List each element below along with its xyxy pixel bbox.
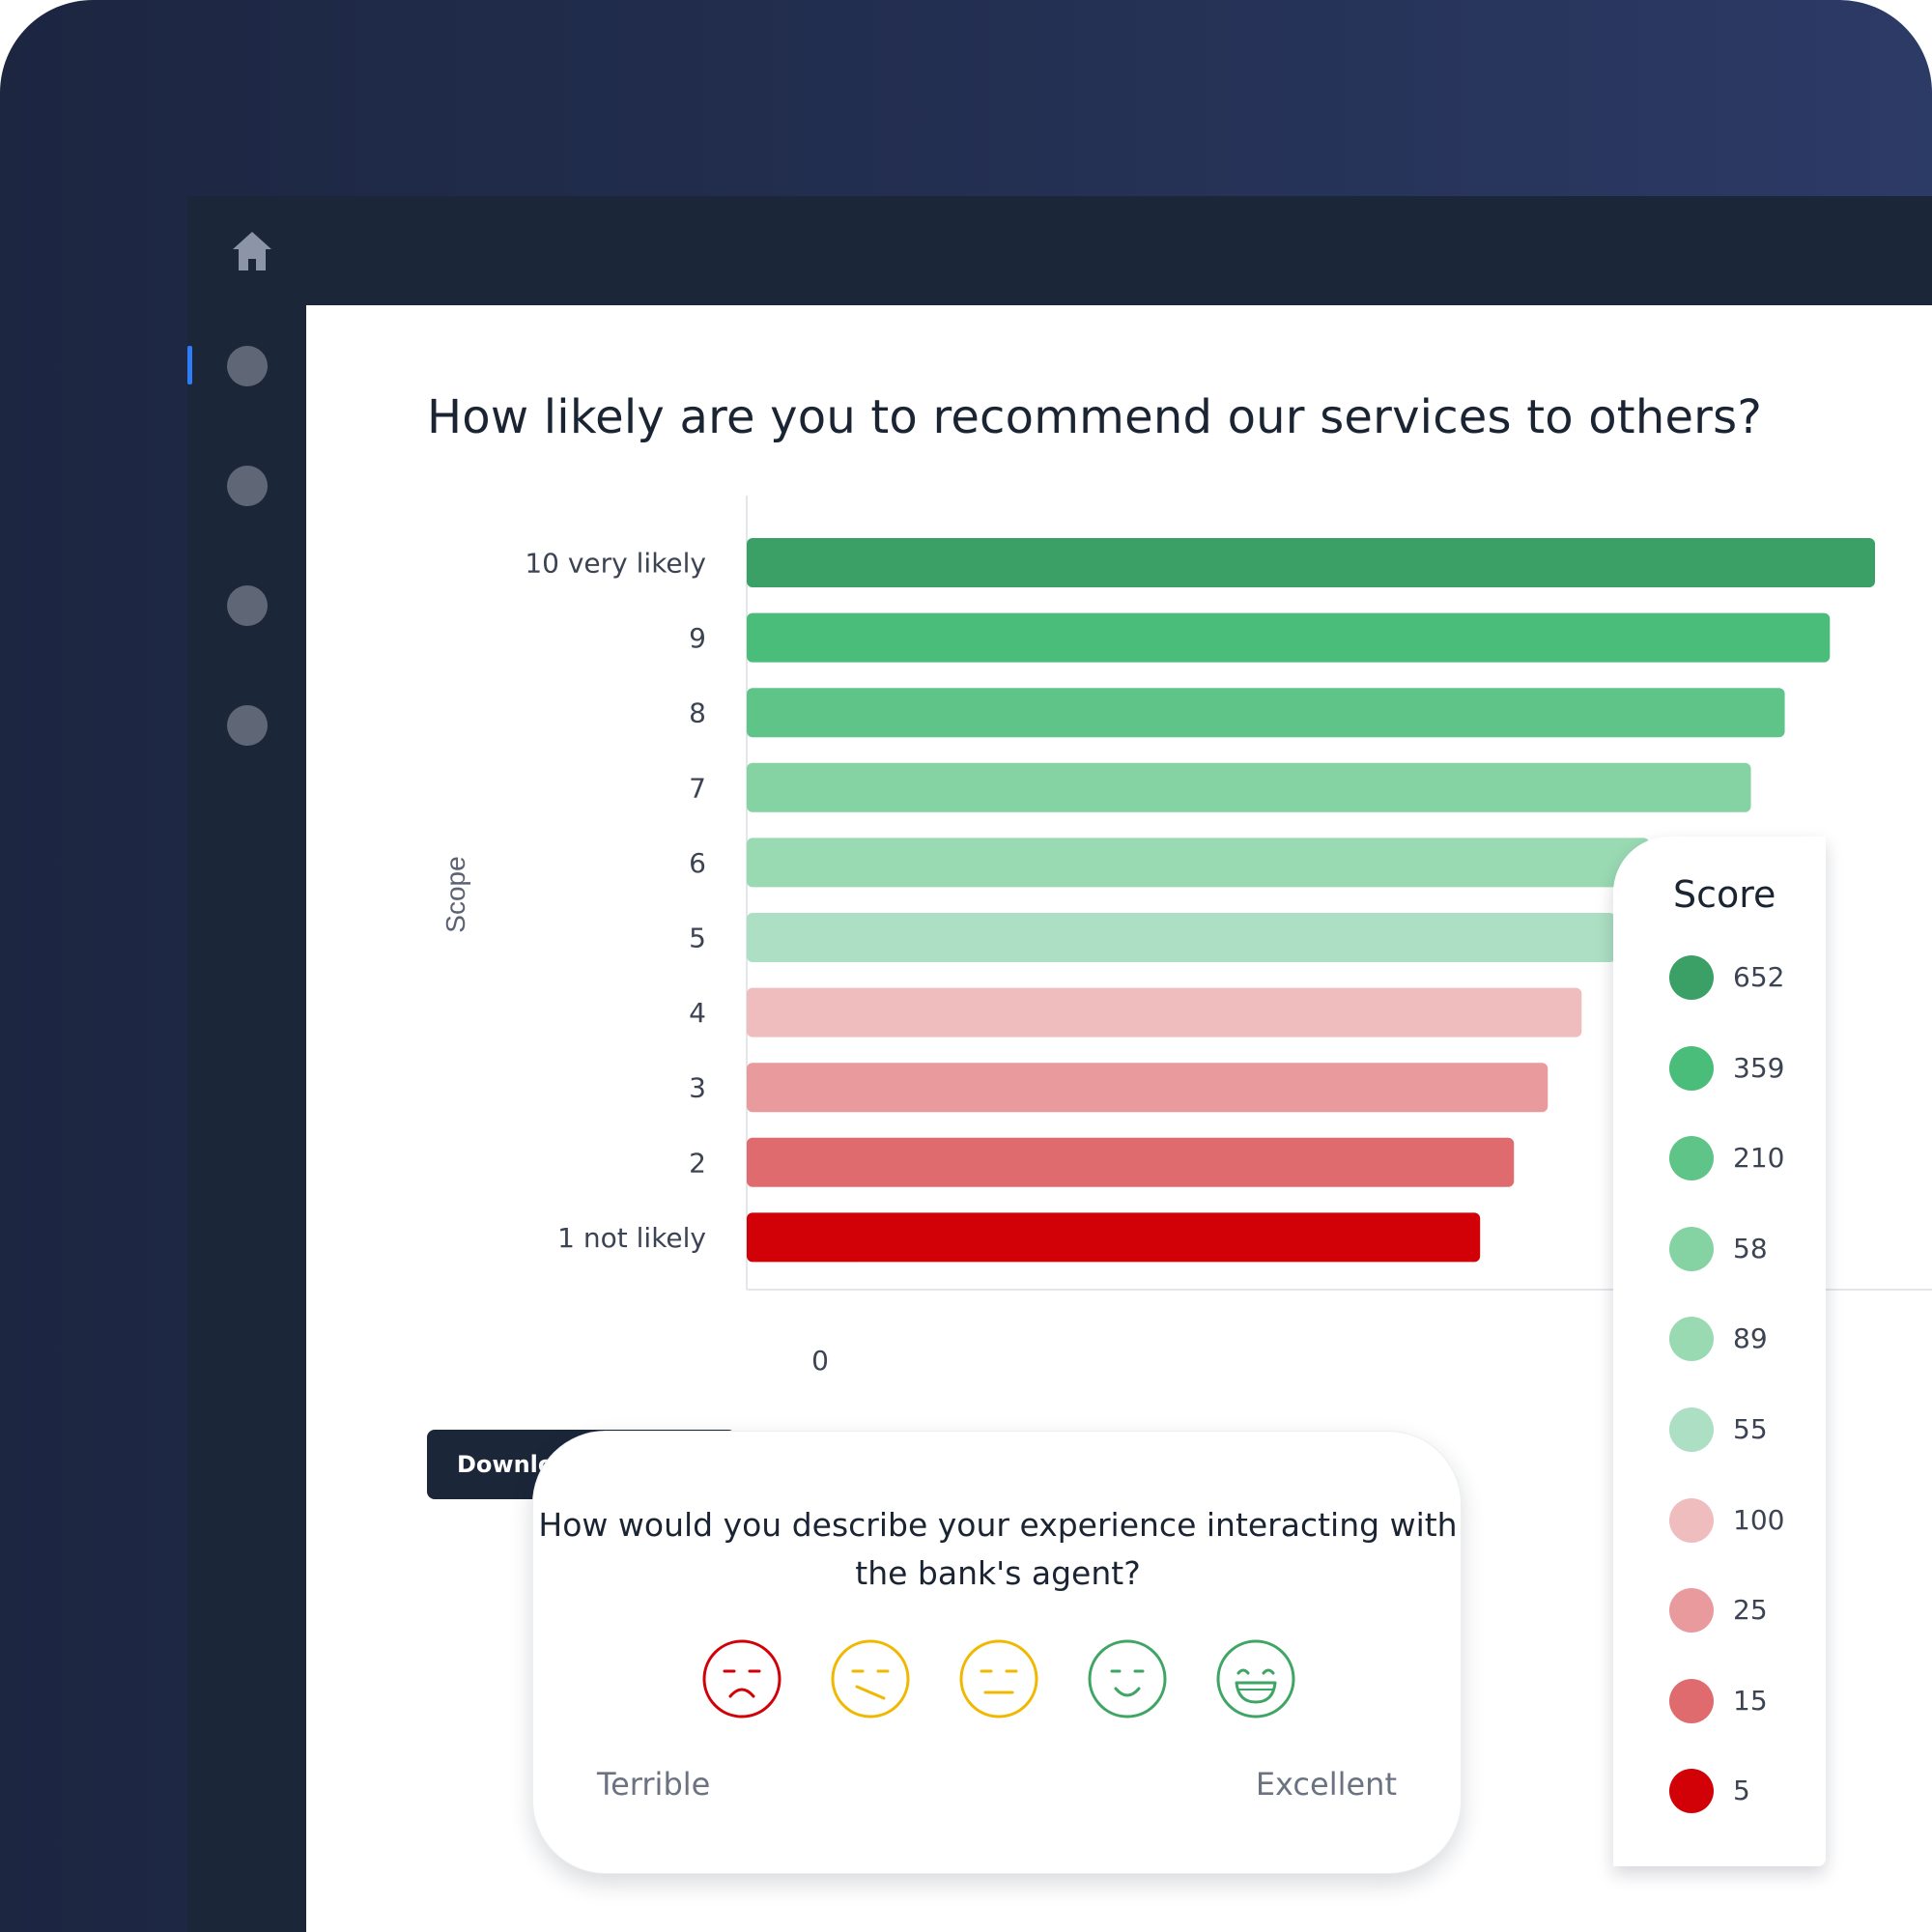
survey-question: How would you describe your experience i… (538, 1506, 1458, 1592)
legend-swatch (1669, 1226, 1714, 1271)
bar-1[interactable] (747, 1212, 1481, 1263)
legend-item: 25 (1669, 1588, 1814, 1634)
y-tick-label: 1 not likely (557, 1222, 706, 1254)
legend-value: 89 (1733, 1322, 1768, 1355)
excellent-face-icon[interactable] (1215, 1638, 1296, 1719)
legend-value: 58 (1733, 1232, 1768, 1264)
y-tick-label: 2 (689, 1147, 706, 1179)
legend-value: 652 (1733, 961, 1785, 993)
y-tick-label: 6 (689, 847, 706, 879)
legend-item: 58 (1669, 1226, 1814, 1271)
legend-item: 359 (1669, 1045, 1814, 1091)
bar-9[interactable] (747, 612, 1831, 663)
bar-10[interactable] (747, 538, 1875, 587)
active-nav-indicator (187, 346, 192, 384)
legend-swatch (1669, 1678, 1714, 1723)
bar-6[interactable] (747, 838, 1650, 888)
y-tick-label: 7 (689, 772, 706, 804)
y-tick-label: 3 (689, 1072, 706, 1104)
legend-value: 210 (1733, 1142, 1785, 1175)
legend-item: 100 (1669, 1497, 1814, 1543)
bar-3[interactable] (747, 1063, 1548, 1113)
bar-2[interactable] (747, 1137, 1515, 1187)
rating-faces (701, 1638, 1300, 1719)
neutral-face-icon[interactable] (958, 1638, 1039, 1719)
bar-4[interactable] (747, 987, 1582, 1037)
legend-swatch (1669, 955, 1714, 1000)
legend-card: Score 652 359 210 58 89 55 100 25 15 5 (1613, 837, 1826, 1866)
nav-item-2-icon[interactable] (227, 466, 268, 506)
legend-value: 5 (1733, 1775, 1750, 1807)
legend-value: 55 (1733, 1413, 1768, 1445)
bar-5[interactable] (747, 913, 1616, 962)
legend-item: 89 (1669, 1317, 1814, 1362)
bar-7[interactable] (747, 762, 1751, 812)
legend-swatch (1669, 1588, 1714, 1634)
sidebar (187, 305, 306, 1932)
legend-title: Score (1673, 873, 1776, 916)
legend-swatch (1669, 1769, 1714, 1814)
survey-card: How would you describe your experience i… (532, 1431, 1462, 1874)
y-tick-label: 4 (689, 997, 706, 1029)
legend-item: 210 (1669, 1136, 1814, 1181)
scale-low-label: Terrible (597, 1766, 711, 1803)
terrible-face-icon[interactable] (701, 1638, 782, 1719)
good-face-icon[interactable] (1087, 1638, 1168, 1719)
top-bar (187, 196, 1932, 305)
legend-swatch (1669, 1317, 1714, 1362)
legend-item: 15 (1669, 1678, 1814, 1723)
y-tick-label: 10 very likely (525, 548, 706, 580)
legend-value: 359 (1733, 1051, 1785, 1084)
scale-high-label: Excellent (1255, 1766, 1397, 1803)
y-tick-label: 5 (689, 923, 706, 954)
home-icon[interactable] (229, 228, 275, 274)
legend-swatch (1669, 1497, 1714, 1543)
y-tick-label: 8 (689, 697, 706, 729)
legend-swatch (1669, 1407, 1714, 1452)
legend-swatch (1669, 1136, 1714, 1181)
legend-item: 55 (1669, 1407, 1814, 1452)
bar-8[interactable] (747, 688, 1785, 738)
bad-face-icon[interactable] (830, 1638, 911, 1719)
nav-item-4-icon[interactable] (227, 705, 268, 746)
nav-item-1-icon[interactable] (227, 346, 268, 386)
legend-item: 652 (1669, 955, 1814, 1000)
legend-value: 15 (1733, 1684, 1768, 1717)
y-tick-label: 9 (689, 622, 706, 654)
x-tick-label: 0 (811, 1345, 829, 1377)
legend-value: 100 (1733, 1503, 1785, 1536)
page-title: How likely are you to recommend our serv… (427, 390, 1762, 444)
legend-value: 25 (1733, 1594, 1768, 1627)
nav-item-3-icon[interactable] (227, 585, 268, 626)
legend-swatch (1669, 1045, 1714, 1091)
legend-item: 5 (1669, 1769, 1814, 1814)
